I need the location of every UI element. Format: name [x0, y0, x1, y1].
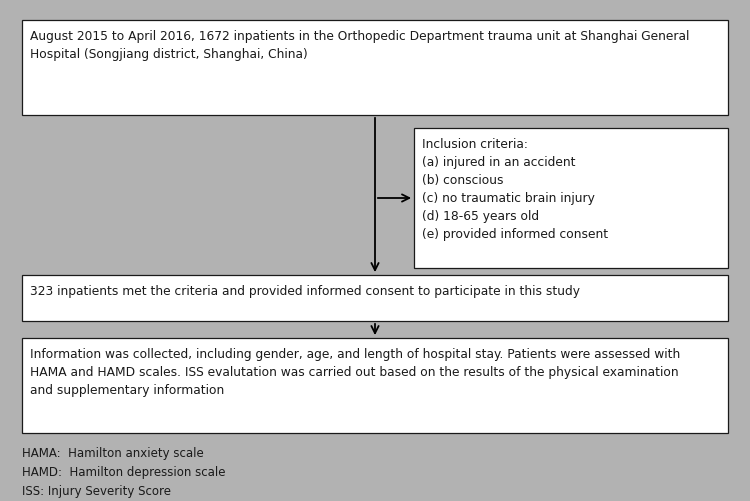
Text: August 2015 to April 2016, 1672 inpatients in the Orthopedic Department trauma u: August 2015 to April 2016, 1672 inpatien…	[30, 30, 689, 61]
Bar	[22, 275, 728, 321]
Bar	[414, 128, 728, 268]
Text: Inclusion criteria:
(a) injured in an accident
(b) conscious
(c) no traumatic br: Inclusion criteria: (a) injured in an ac…	[422, 138, 608, 241]
Bar	[22, 338, 728, 433]
Text: Information was collected, including gender, age, and length of hospital stay. P: Information was collected, including gen…	[30, 348, 680, 397]
Bar	[22, 20, 728, 115]
Text: 323 inpatients met the criteria and provided informed consent to participate in : 323 inpatients met the criteria and prov…	[30, 285, 580, 298]
Text: HAMA:  Hamilton anxiety scale
HAMD:  Hamilton depression scale
ISS: Injury Sever: HAMA: Hamilton anxiety scale HAMD: Hamil…	[22, 447, 226, 498]
